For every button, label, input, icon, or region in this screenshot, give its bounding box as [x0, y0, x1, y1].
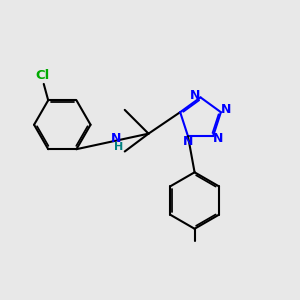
Text: N: N [213, 132, 224, 145]
Text: H: H [114, 142, 123, 152]
Text: Cl: Cl [35, 69, 50, 82]
Text: N: N [221, 103, 231, 116]
Text: N: N [183, 135, 193, 148]
Text: N: N [111, 132, 121, 145]
Text: N: N [190, 88, 200, 101]
